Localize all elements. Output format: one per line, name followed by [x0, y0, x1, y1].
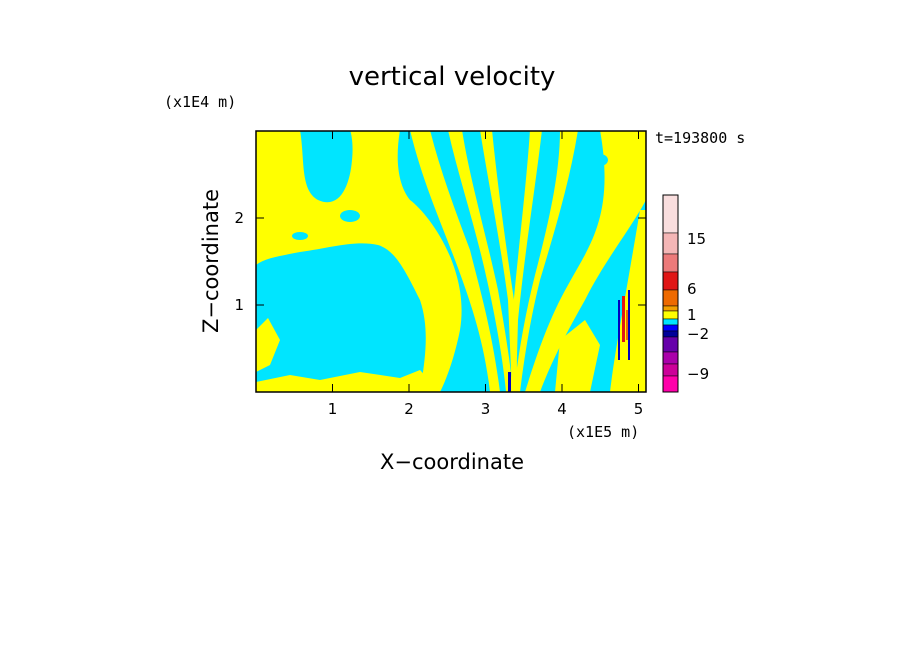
x-tick-label: 5: [634, 400, 644, 418]
colorbar-band: [662, 271, 679, 291]
colorbar-band: [662, 330, 679, 338]
plot-area: [256, 131, 646, 392]
upward-region: [256, 131, 462, 392]
colorbar-band: [662, 336, 679, 353]
x-tick: 2: [404, 131, 414, 418]
y-scale-label: (x1E4 m): [164, 93, 236, 111]
y-tick-label: 1: [234, 296, 244, 314]
colorbar: 15 6 1 −2 −9: [662, 194, 709, 393]
strong-updraft: [626, 310, 628, 340]
upward-region: [410, 131, 500, 392]
colorbar-label: −9: [687, 365, 709, 383]
downward-cell: [292, 232, 308, 240]
upward-region: [448, 131, 513, 392]
plot-frame: [255, 130, 647, 393]
colorbar-band: [662, 232, 679, 255]
colorbar-band: [662, 375, 679, 393]
upward-region: [256, 370, 440, 392]
time-label: t=193800 s: [655, 129, 745, 147]
downward-cell: [340, 210, 360, 222]
colorbar-band: [662, 318, 679, 326]
y-tick: 2: [234, 209, 646, 227]
colorbar-band: [662, 324, 679, 332]
x-tick-label: 1: [328, 400, 338, 418]
x-axis: 1 2 3 4 5: [328, 131, 644, 418]
upward-region: [512, 131, 542, 392]
colorbar-band: [662, 310, 679, 320]
strong-downdraft: [618, 300, 620, 360]
y-axis: 1 2: [234, 209, 646, 314]
x-scale-label: (x1E5 m): [567, 423, 639, 441]
y-tick: 1: [234, 296, 646, 314]
x-tick-label: 4: [557, 400, 567, 418]
colorbar-band: [662, 363, 679, 377]
strong-updraft: [622, 296, 625, 342]
chart-title: vertical velocity: [349, 62, 556, 92]
colorbar-band: [662, 305, 679, 312]
colorbar-label: 15: [687, 230, 706, 248]
x-tick: 5: [634, 131, 644, 418]
colorbar-band: [662, 194, 679, 234]
x-axis-label: X−coordinate: [380, 450, 524, 474]
upward-region: [555, 320, 600, 392]
upward-region: [514, 131, 578, 392]
upward-region: [525, 131, 646, 392]
colorbar-frame: [662, 194, 679, 393]
colorbar-band: [662, 253, 679, 273]
x-tick-label: 2: [404, 400, 414, 418]
colorbar-band: [662, 351, 679, 365]
x-tick: 4: [557, 131, 567, 418]
colorbar-label: 1: [687, 306, 697, 324]
strong-downdraft: [508, 372, 511, 392]
colorbar-label: 6: [687, 280, 697, 298]
colorbar-band: [662, 289, 679, 307]
y-axis-label: Z−coordinate: [199, 189, 223, 333]
colorbar-label: −2: [687, 325, 709, 343]
colorbar-bands: [662, 194, 679, 393]
x-tick-label: 3: [481, 400, 491, 418]
y-tick-label: 2: [234, 209, 244, 227]
strong-downdraft: [628, 290, 630, 360]
x-tick: 3: [481, 131, 491, 418]
downward-cell: [592, 154, 608, 166]
upward-region: [256, 318, 280, 372]
x-tick: 1: [328, 131, 338, 418]
